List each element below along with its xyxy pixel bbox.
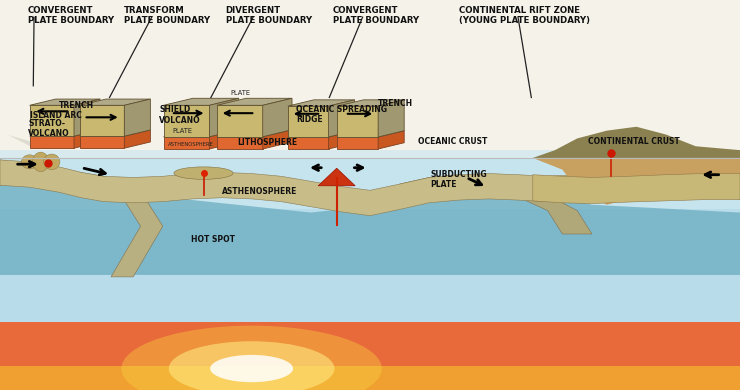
Ellipse shape	[121, 326, 382, 390]
Bar	[0, 150, 740, 209]
Polygon shape	[30, 136, 74, 148]
Text: SUBDUCTING
PLATE: SUBDUCTING PLATE	[431, 170, 488, 189]
Bar	[0, 322, 740, 390]
Text: SHIELD
VOLCANO: SHIELD VOLCANO	[159, 105, 201, 125]
Ellipse shape	[21, 155, 38, 169]
Polygon shape	[329, 100, 354, 137]
Text: STRATO-
VOLCANO: STRATO- VOLCANO	[28, 119, 70, 138]
Ellipse shape	[169, 341, 334, 390]
Text: TRANSFORM
PLATE BOUNDARY: TRANSFORM PLATE BOUNDARY	[124, 6, 210, 25]
Polygon shape	[80, 99, 150, 105]
Polygon shape	[263, 98, 292, 137]
Polygon shape	[164, 130, 239, 137]
Text: DIVERGENT
PLATE BOUNDARY: DIVERGENT PLATE BOUNDARY	[226, 6, 312, 25]
Polygon shape	[533, 127, 740, 158]
Text: PLATE: PLATE	[231, 90, 251, 96]
Ellipse shape	[33, 152, 49, 172]
Ellipse shape	[174, 167, 233, 179]
Polygon shape	[164, 137, 209, 149]
Bar	[0, 0, 740, 158]
Polygon shape	[124, 130, 150, 148]
Text: HOT SPOT: HOT SPOT	[191, 235, 235, 244]
Polygon shape	[337, 100, 404, 106]
Polygon shape	[0, 174, 740, 275]
Polygon shape	[337, 131, 404, 137]
Polygon shape	[533, 158, 740, 205]
Polygon shape	[378, 100, 404, 137]
Text: CONVERGENT
PLATE BOUNDARY: CONVERGENT PLATE BOUNDARY	[333, 6, 419, 25]
Polygon shape	[164, 98, 239, 105]
Polygon shape	[263, 130, 292, 149]
Ellipse shape	[210, 355, 293, 382]
Polygon shape	[337, 106, 378, 137]
Polygon shape	[4, 133, 38, 148]
Polygon shape	[30, 105, 74, 136]
Text: ASTHENOSPHERE: ASTHENOSPHERE	[222, 187, 297, 196]
Text: TRENCH: TRENCH	[377, 99, 412, 108]
Polygon shape	[0, 160, 740, 216]
Polygon shape	[74, 99, 100, 136]
Polygon shape	[209, 98, 239, 137]
Text: CONTINENTAL CRUST: CONTINENTAL CRUST	[588, 137, 680, 146]
Polygon shape	[30, 99, 100, 105]
Polygon shape	[288, 137, 329, 149]
Polygon shape	[164, 105, 209, 137]
Polygon shape	[329, 131, 354, 149]
Polygon shape	[80, 130, 150, 136]
Text: PLATE: PLATE	[172, 128, 192, 134]
Polygon shape	[217, 98, 292, 105]
Polygon shape	[80, 105, 124, 136]
Polygon shape	[288, 106, 329, 137]
Polygon shape	[337, 137, 378, 149]
Polygon shape	[209, 130, 239, 149]
Polygon shape	[378, 131, 404, 149]
Polygon shape	[400, 175, 592, 234]
Polygon shape	[288, 131, 354, 137]
Polygon shape	[533, 174, 740, 204]
Polygon shape	[30, 130, 100, 136]
Polygon shape	[74, 130, 100, 148]
Polygon shape	[80, 136, 124, 148]
Polygon shape	[217, 137, 263, 149]
Text: OCEANIC SPREADING
RIDGE: OCEANIC SPREADING RIDGE	[296, 105, 387, 124]
Polygon shape	[217, 130, 292, 137]
Polygon shape	[217, 105, 263, 137]
Text: CONVERGENT
PLATE BOUNDARY: CONVERGENT PLATE BOUNDARY	[28, 6, 114, 25]
Bar	[0, 366, 740, 390]
Text: ASTHENOSPHERE: ASTHENOSPHERE	[168, 142, 214, 147]
Text: TRENCH: TRENCH	[59, 101, 94, 110]
Text: LITHOSPHERE: LITHOSPHERE	[237, 138, 297, 147]
Bar	[0, 158, 740, 390]
Text: OCEANIC CRUST: OCEANIC CRUST	[418, 137, 488, 146]
Polygon shape	[288, 100, 354, 106]
Ellipse shape	[44, 154, 60, 170]
Text: CONTINENTAL RIFT ZONE
(YOUNG PLATE BOUNDARY): CONTINENTAL RIFT ZONE (YOUNG PLATE BOUND…	[459, 6, 590, 25]
Polygon shape	[318, 168, 355, 186]
Text: ISLAND ARC: ISLAND ARC	[30, 111, 81, 120]
Polygon shape	[124, 99, 150, 136]
Polygon shape	[0, 160, 163, 277]
